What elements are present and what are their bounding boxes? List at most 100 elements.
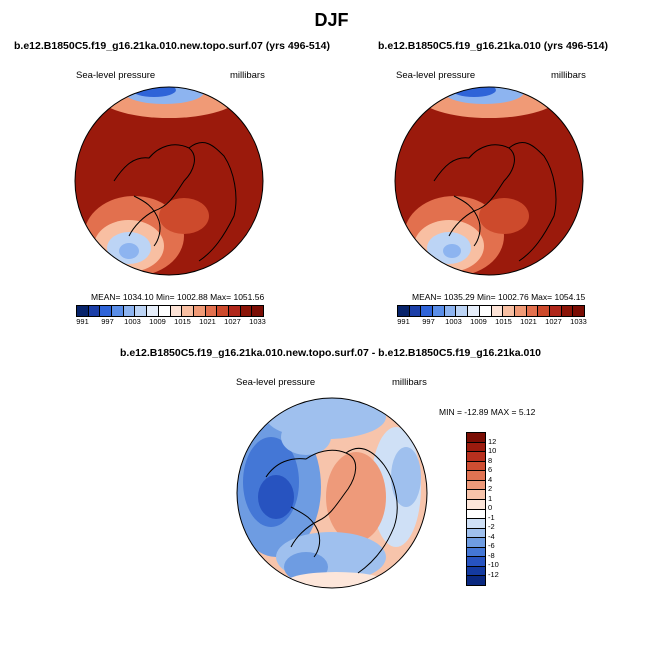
colorbar-swatch bbox=[100, 306, 113, 316]
panel-2-polar-map bbox=[394, 86, 584, 276]
colorbar-tick-label: 4 bbox=[488, 474, 493, 484]
colorbar-swatch bbox=[135, 306, 148, 316]
colorbar-swatch bbox=[468, 306, 480, 316]
panel-1-polar-map bbox=[74, 86, 264, 276]
colorbar-tick-label: -2 bbox=[488, 522, 495, 531]
colorbar-swatch bbox=[503, 306, 515, 316]
colorbar-swatch bbox=[467, 519, 485, 529]
colorbar-swatch bbox=[514, 306, 527, 316]
diff-panel-field-label: Sea-level pressure bbox=[236, 377, 316, 388]
colorbar-tick-label: 1015 bbox=[495, 317, 512, 326]
colorbar-tick-label: -10 bbox=[488, 560, 499, 569]
colorbar-swatch bbox=[205, 306, 218, 316]
colorbar-swatch bbox=[526, 306, 539, 316]
colorbar-swatch bbox=[467, 576, 485, 585]
colorbar-tick-label: 0 bbox=[488, 503, 493, 512]
panel-1-case-title: b.e12.B1850C5.f19_g16.21ka.010.new.topo.… bbox=[14, 40, 330, 52]
colorbar-swatch bbox=[467, 433, 485, 443]
diff-colorbar-ticks: 12 10 8 6 4 2 1 0 -1 -2 -4 -6 -8 -10 -12 bbox=[488, 432, 518, 584]
colorbar-tick-label: -6 bbox=[488, 541, 495, 550]
colorbar-swatch bbox=[88, 306, 101, 316]
colorbar-swatch bbox=[467, 557, 485, 567]
colorbar-tick-label: 8 bbox=[488, 455, 493, 465]
colorbar-swatch bbox=[217, 306, 229, 316]
colorbar-tick-label: 12 bbox=[488, 436, 497, 446]
colorbar-tick-label: -12 bbox=[488, 569, 499, 579]
panel-1-stats: MEAN= 1034.10 Min= 1002.88 Max= 1051.56 bbox=[91, 292, 265, 302]
colorbar-swatch bbox=[123, 306, 136, 316]
colorbar-swatch bbox=[491, 306, 504, 316]
colorbar-swatch bbox=[561, 306, 574, 316]
colorbar-swatch bbox=[467, 566, 485, 577]
colorbar-tick-label: 6 bbox=[488, 465, 493, 474]
colorbar-swatch bbox=[147, 306, 159, 316]
colorbar-swatch bbox=[549, 306, 562, 316]
panel-2-colorbar: 991 997 1003 1009 1015 1021 1027 1033 bbox=[397, 305, 587, 326]
colorbar-swatch bbox=[228, 306, 241, 316]
colorbar-swatches bbox=[76, 305, 264, 317]
colorbar-ticks: 991 997 1003 1009 1015 1021 1027 1033 bbox=[391, 317, 591, 326]
colorbar-swatch bbox=[467, 480, 485, 491]
panel-2-stats: MEAN= 1035.29 Min= 1002.76 Max= 1054.15 bbox=[412, 292, 586, 302]
colorbar-swatch bbox=[240, 306, 253, 316]
diff-colorbar bbox=[466, 432, 486, 586]
colorbar-swatch bbox=[573, 306, 584, 316]
colorbar-tick-label: 1009 bbox=[470, 317, 487, 326]
colorbar-swatch bbox=[467, 471, 485, 481]
colorbar-swatch bbox=[158, 306, 171, 316]
colorbar-swatch bbox=[77, 306, 89, 316]
panel-2-case-title: b.e12.B1850C5.f19_g16.21ka.010 (yrs 496-… bbox=[378, 40, 608, 52]
colorbar-tick-label: -1 bbox=[488, 512, 495, 522]
colorbar-swatch bbox=[112, 306, 124, 316]
diff-panel-minmax: MIN = -12.89 MAX = 5.12 bbox=[439, 407, 536, 417]
colorbar-tick-label: 1027 bbox=[224, 317, 241, 326]
colorbar-swatch bbox=[398, 306, 410, 316]
colorbar-swatch bbox=[170, 306, 183, 316]
colorbar-tick-label: -8 bbox=[488, 550, 495, 560]
colorbar-tick-label: 991 bbox=[397, 317, 410, 326]
colorbar-tick-label: 1 bbox=[488, 493, 493, 503]
colorbar-swatch bbox=[456, 306, 469, 316]
colorbar-tick-label: 997 bbox=[422, 317, 435, 326]
colorbar-tick-label: 1027 bbox=[545, 317, 562, 326]
colorbar-tick-label: 1009 bbox=[149, 317, 166, 326]
colorbar-swatch bbox=[421, 306, 434, 316]
diff-panel-units-label: millibars bbox=[392, 377, 427, 388]
colorbar-tick-label: 1003 bbox=[124, 317, 141, 326]
colorbar-swatch bbox=[467, 452, 485, 462]
colorbar-swatch bbox=[538, 306, 550, 316]
panel-2-field-label: Sea-level pressure bbox=[396, 70, 476, 81]
colorbar-tick-label: 10 bbox=[488, 446, 497, 455]
colorbar-swatch bbox=[182, 306, 194, 316]
colorbar-ticks: 991 997 1003 1009 1015 1021 1027 1033 bbox=[70, 317, 270, 326]
colorbar-swatch bbox=[467, 547, 485, 558]
panel-1-colorbar: 991 997 1003 1009 1015 1021 1027 1033 bbox=[76, 305, 266, 326]
colorbar-tick-label: 997 bbox=[101, 317, 114, 326]
diff-panel-polar-map bbox=[236, 397, 428, 589]
figure-title: DJF bbox=[314, 10, 349, 30]
colorbar-tick-label: 1015 bbox=[174, 317, 191, 326]
panel-2-units-label: millibars bbox=[551, 70, 586, 81]
colorbar-swatch bbox=[193, 306, 206, 316]
colorbar-tick-label: 2 bbox=[488, 484, 493, 493]
colorbar-swatch bbox=[467, 461, 485, 472]
colorbar-swatch bbox=[252, 306, 263, 316]
panel-1-field-label: Sea-level pressure bbox=[76, 70, 156, 81]
colorbar-swatch bbox=[444, 306, 457, 316]
colorbar-tick-label: 991 bbox=[76, 317, 89, 326]
colorbar-tick-label: 1021 bbox=[199, 317, 216, 326]
colorbar-swatch bbox=[467, 528, 485, 539]
colorbar-swatch bbox=[433, 306, 445, 316]
colorbar-swatches bbox=[397, 305, 585, 317]
colorbar-swatch bbox=[467, 490, 485, 500]
colorbar-tick-label: -4 bbox=[488, 531, 495, 541]
colorbar-swatch bbox=[409, 306, 422, 316]
colorbar-tick-label: 1003 bbox=[445, 317, 462, 326]
diff-panel-case-title: b.e12.B1850C5.f19_g16.21ka.010.new.topo.… bbox=[120, 347, 542, 359]
colorbar-tick-label: 1021 bbox=[520, 317, 537, 326]
colorbar-swatch bbox=[479, 306, 492, 316]
colorbar-tick-label: 1033 bbox=[570, 317, 587, 326]
panel-1-units-label: millibars bbox=[230, 70, 265, 81]
colorbar-swatch bbox=[467, 509, 485, 520]
colorbar-swatch bbox=[467, 499, 485, 510]
